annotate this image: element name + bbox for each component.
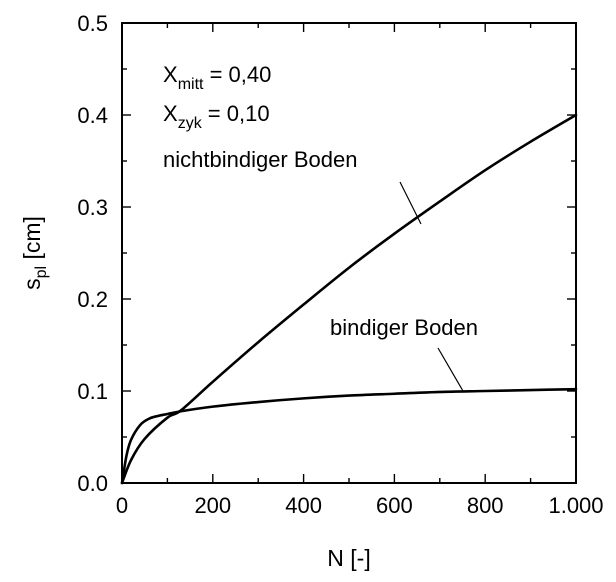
series-label-nichtbindiger: nichtbindiger Boden xyxy=(163,147,357,172)
y-tick-label: 0.0 xyxy=(77,471,108,496)
series-line-nichtbindiger-boden xyxy=(120,113,578,485)
y-axis-label: spl [cm] xyxy=(19,216,50,290)
y-tick-label: 0.4 xyxy=(77,103,108,128)
y-tick-label: 0.3 xyxy=(77,195,108,220)
y-tick-label: 0.1 xyxy=(77,379,108,404)
annotation-x-mitt: Xmitt = 0,40 xyxy=(163,62,271,93)
x-tick-label: 800 xyxy=(467,493,504,518)
annotation-x-zyk: Xzyk = 0,10 xyxy=(163,101,270,132)
axis-ticks xyxy=(121,22,577,484)
tick-labels: 0 200 400 600 800 1.000 0.0 0.1 0.2 0.3 0.4 0.5 xyxy=(77,11,603,518)
series-label-bindiger: bindiger Boden xyxy=(330,315,478,340)
series-line-bindiger-boden xyxy=(120,387,578,485)
x-tick-label: 600 xyxy=(376,493,413,518)
x-tick-label: 400 xyxy=(285,493,322,518)
leader-line-bindiger xyxy=(437,347,464,392)
y-tick-label: 0.5 xyxy=(77,11,108,36)
y-tick-label: 0.2 xyxy=(77,287,108,312)
x-axis-label: N [-] xyxy=(327,545,370,571)
x-tick-label: 0 xyxy=(116,493,128,518)
x-tick-label: 1.000 xyxy=(548,493,603,518)
x-tick-label: 200 xyxy=(194,493,231,518)
leader-line-nichtbindiger xyxy=(399,181,422,225)
series-layer xyxy=(120,113,578,485)
